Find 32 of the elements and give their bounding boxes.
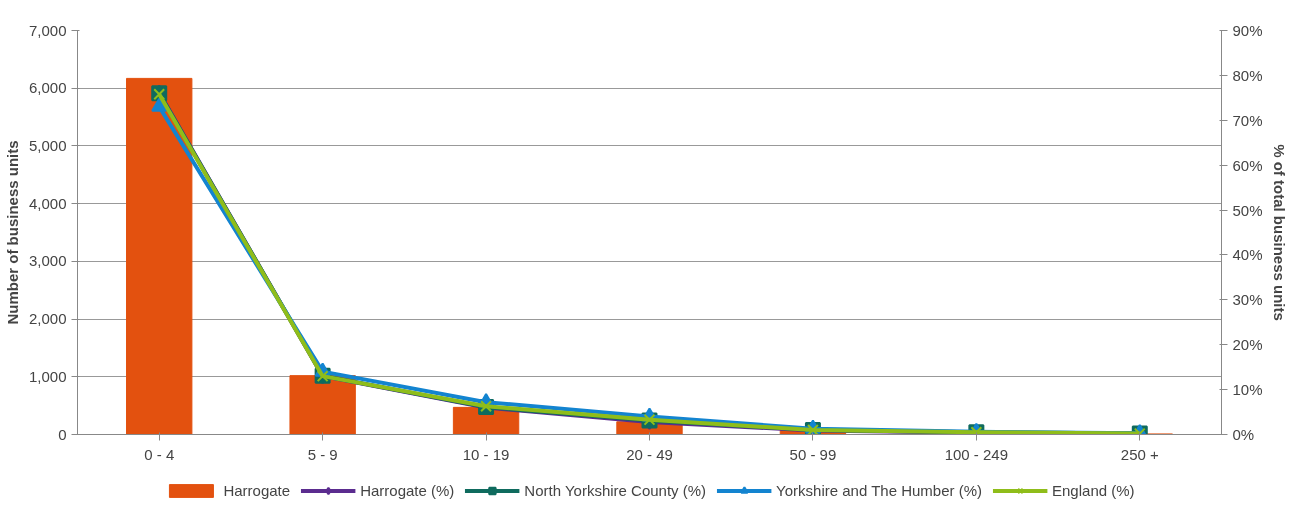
legend-label: Harrogate [223, 481, 291, 499]
x-tick-label: 50 - 99 [789, 445, 837, 463]
y2-tick-label: 60% [1232, 156, 1263, 174]
y-tick-label: 1,000 [28, 367, 67, 385]
y-tick-label: 5,000 [28, 136, 67, 154]
y-tick-label: 0 [58, 425, 67, 443]
x-tick-label: 20 - 49 [626, 445, 673, 463]
y2-axis-title: % of total business units [1270, 144, 1288, 321]
y2-tick-label: 70% [1232, 111, 1263, 129]
legend-label: Yorkshire and The Humber (%) [776, 481, 983, 499]
legend-label: North Yorkshire County (%) [524, 481, 707, 499]
legend-label: Harrogate (%) [360, 481, 455, 499]
y-tick-label: 3,000 [28, 252, 67, 270]
y2-tick-label: 90% [1232, 22, 1263, 39]
y2-tick-label: 40% [1232, 246, 1263, 264]
x-tick-label: 0 - 4 [144, 445, 175, 463]
y2-tick-label: 80% [1232, 66, 1263, 84]
x-tick-label: 5 - 9 [307, 445, 338, 463]
x-tick-label: 10 - 19 [462, 445, 510, 463]
x-tick-label: 250 + [1120, 445, 1159, 463]
y-tick-label: 2,000 [28, 310, 67, 328]
y2-tick-label: 0% [1232, 426, 1255, 443]
y-tick-label: 7,000 [28, 21, 67, 39]
y-tick-label: 6,000 [28, 79, 67, 97]
y2-tick-label: 20% [1232, 336, 1263, 354]
y2-tick-label: 10% [1232, 381, 1263, 399]
y2-tick-label: 30% [1232, 291, 1263, 309]
y-tick-label: 4,000 [28, 194, 67, 212]
y-axis-title: Number of business units [3, 140, 21, 325]
x-tick-label: 100 - 249 [944, 445, 1009, 463]
legend-label: England (%) [1052, 481, 1135, 499]
y2-tick-label: 50% [1232, 201, 1263, 219]
